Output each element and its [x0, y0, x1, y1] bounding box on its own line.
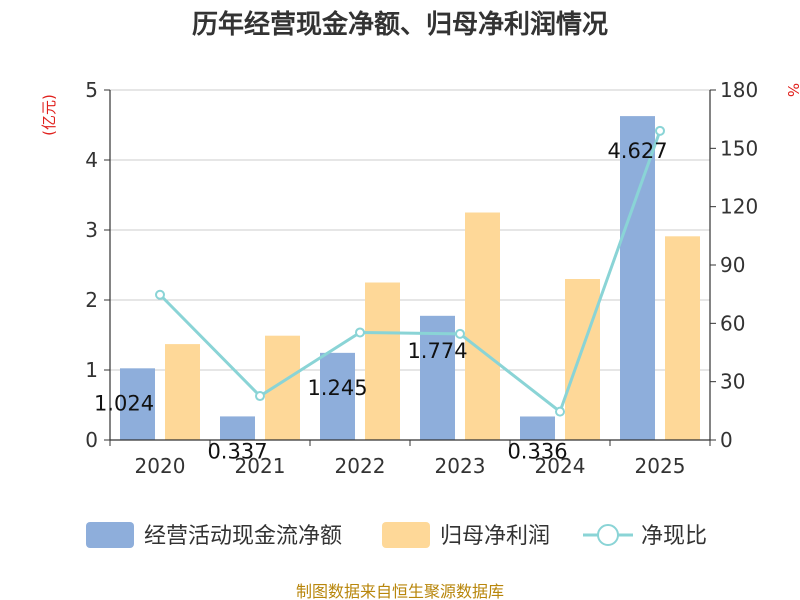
bar [465, 212, 500, 440]
right-tick-label: 30 [720, 370, 745, 394]
bar [420, 315, 455, 440]
bar [520, 416, 555, 440]
bar [220, 416, 255, 440]
ratio-line-path [158, 130, 662, 415]
bar [665, 236, 700, 440]
ratio-point [355, 327, 365, 338]
bar [165, 344, 200, 440]
left-tick-label: 0 [85, 428, 98, 452]
right-axis-unit: % [784, 83, 800, 97]
ratio-point [555, 406, 565, 417]
data-labels: 1.024 0.337 1.245 1.774 0.336 4.627 [94, 139, 668, 463]
left-tick-label: 5 [85, 78, 98, 102]
legend-swatch-bar [86, 522, 134, 548]
right-tick-label: 90 [720, 253, 745, 277]
bar-data-label: 0.336 [507, 439, 567, 463]
bar [620, 116, 655, 441]
bar-data-label: 1.245 [307, 376, 367, 400]
legend-label: 经营活动现金流净额 [144, 524, 342, 549]
x-tick-label: 2022 [335, 454, 386, 478]
legend-label: 归母净利润 [440, 524, 550, 549]
right-tick-label: 0 [720, 428, 733, 452]
right-tick-label: 150 [720, 136, 758, 160]
bar [320, 352, 355, 440]
right-tick-label: 120 [720, 195, 758, 219]
x-tick-label: 2024 [535, 454, 586, 478]
legend: 经营活动现金流净额 归母净利润 净现比 [86, 522, 707, 549]
x-tick-label: 2020 [135, 454, 186, 478]
ratio-point [255, 391, 265, 402]
legend-swatch-marker [597, 524, 619, 546]
bar-data-label: 1.774 [407, 339, 467, 363]
source-note: 制图数据来自恒生聚源数据库 [296, 582, 504, 600]
axes: 0 1 2 3 4 5 0 30 60 90 120 150 180 2020 2021 2022 2023 20… [85, 78, 758, 478]
ratio-point [455, 328, 465, 339]
bar-data-label: 1.024 [94, 391, 154, 415]
bar-data-label: 4.627 [607, 139, 667, 163]
grid-lines [110, 89, 710, 371]
x-tick-label: 2021 [235, 454, 286, 478]
x-tick-label: 2023 [435, 454, 486, 478]
left-tick-label: 4 [85, 148, 98, 172]
ratio-line [155, 125, 665, 417]
ratio-point [155, 289, 165, 300]
bar [120, 368, 155, 440]
left-tick-label: 3 [85, 218, 98, 242]
bars [120, 116, 700, 441]
left-tick-label: 2 [85, 288, 98, 312]
bar [365, 282, 400, 440]
ratio-point [655, 125, 665, 136]
legend-label: 净现比 [641, 524, 707, 549]
right-tick-label: 60 [720, 311, 745, 335]
x-tick-label: 2025 [635, 454, 686, 478]
right-tick-label: 180 [720, 78, 758, 102]
legend-swatch-bar [382, 522, 430, 548]
bar-data-label: 0.337 [207, 439, 267, 463]
bar [565, 279, 600, 440]
left-tick-label: 1 [85, 358, 98, 382]
left-axis-unit: (亿元) [40, 94, 58, 136]
chart-title: 历年经营现金净额、归母净利润情况 [192, 9, 608, 40]
